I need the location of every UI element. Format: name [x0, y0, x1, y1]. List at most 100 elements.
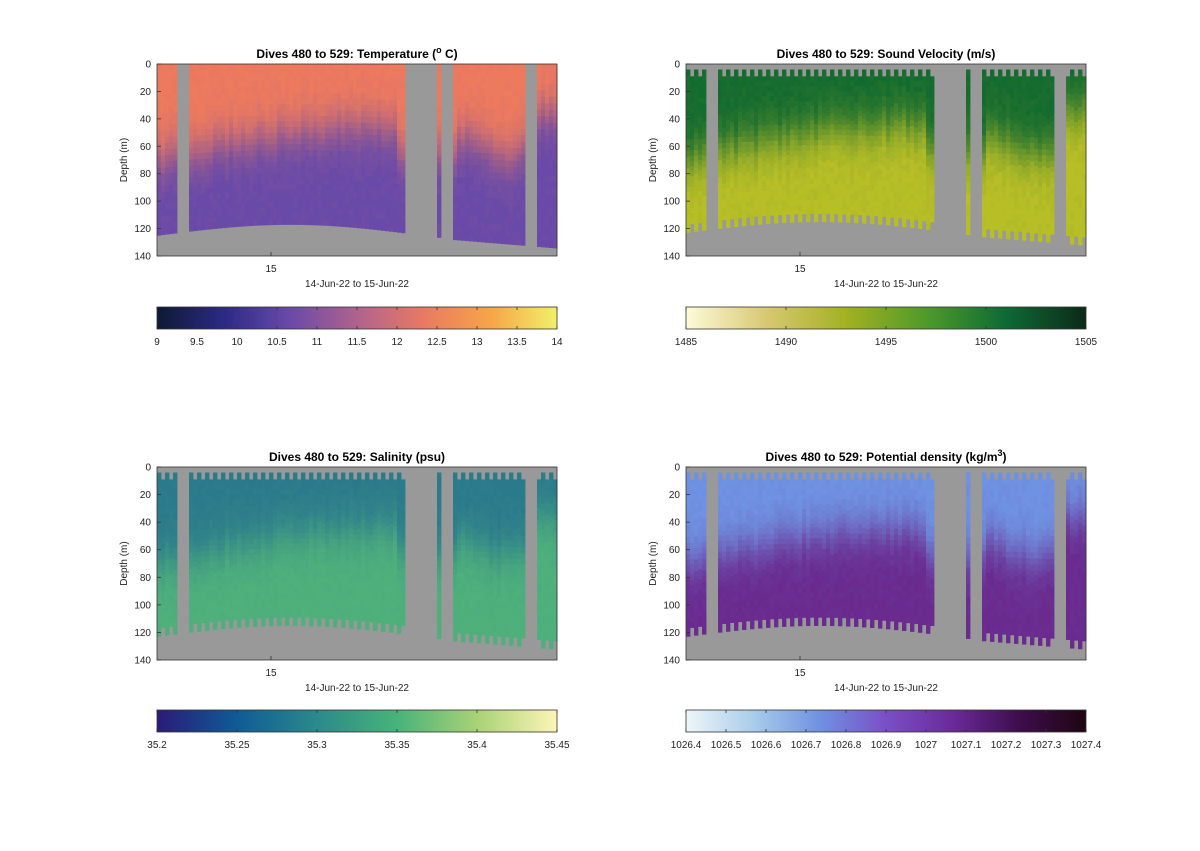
- data-cell: [1038, 198, 1043, 206]
- data-cell: [750, 208, 755, 215]
- data-cell: [930, 123, 935, 129]
- data-cell: [686, 121, 691, 129]
- data-cell: [778, 189, 783, 196]
- data-cell: [870, 207, 875, 214]
- data-cell: [205, 164, 210, 171]
- data-cell: [301, 138, 306, 145]
- data-cell: [201, 176, 206, 183]
- data-cell: [273, 144, 278, 151]
- data-cell: [277, 81, 282, 88]
- data-cell: [237, 98, 242, 105]
- data-cell: [253, 69, 258, 76]
- data-cell: [886, 163, 891, 170]
- data-cell: [461, 196, 466, 203]
- data-cell: [201, 188, 206, 195]
- data-cell: [385, 224, 390, 232]
- data-cell: [1026, 81, 1031, 88]
- data-cell: [1038, 192, 1043, 199]
- data-cell: [838, 129, 843, 136]
- data-cell: [734, 170, 739, 177]
- data-cell: [225, 139, 230, 147]
- data-cell: [337, 185, 342, 192]
- data-cell: [365, 111, 370, 118]
- data-cell: [874, 190, 879, 197]
- data-cell: [1078, 226, 1083, 233]
- data-cell: [253, 121, 258, 128]
- data-cell: [802, 86, 807, 92]
- data-cell: [393, 159, 398, 167]
- data-cell: [165, 594, 170, 601]
- data-cell: [173, 576, 178, 583]
- data-cell: [209, 164, 214, 171]
- data-cell: [357, 204, 362, 211]
- data-cell: [766, 174, 771, 181]
- data-cell: [790, 80, 795, 87]
- data-cell: [381, 64, 386, 71]
- data-cell: [814, 102, 819, 108]
- data-cell: [722, 127, 727, 134]
- data-cell: [197, 523, 202, 530]
- data-cell: [878, 130, 883, 137]
- data-cell: [690, 218, 695, 225]
- data-cell: [698, 186, 703, 192]
- data-cell: [313, 98, 318, 105]
- data-cell: [1066, 167, 1071, 174]
- data-cell: [193, 123, 198, 130]
- data-cell: [902, 120, 907, 127]
- data-cell: [193, 546, 198, 552]
- data-cell: [173, 524, 178, 531]
- data-cell: [461, 177, 466, 185]
- data-cell: [798, 140, 803, 147]
- data-cell: [994, 114, 999, 121]
- data-cell: [870, 91, 875, 98]
- data-cell: [265, 109, 270, 117]
- data-cell: [453, 208, 458, 216]
- data-cell: [229, 174, 234, 181]
- data-cell: [237, 104, 242, 111]
- data-cell: [161, 601, 166, 607]
- data-cell: [1078, 144, 1083, 152]
- data-cell: [990, 129, 995, 136]
- data-cell: [766, 119, 771, 125]
- data-cell: [169, 516, 174, 522]
- data-cell: [453, 139, 458, 146]
- data-cell: [501, 147, 506, 155]
- data-cell: [237, 191, 242, 198]
- data-cell: [862, 85, 867, 92]
- data-cell: [718, 211, 723, 218]
- data-cell: [822, 80, 827, 87]
- data-cell: [505, 231, 510, 238]
- data-cell: [722, 122, 727, 128]
- data-cell: [305, 201, 310, 208]
- data-cell: [489, 217, 494, 224]
- data-cell: [770, 145, 775, 152]
- data-cell: [309, 104, 314, 111]
- data-cell: [786, 209, 791, 215]
- data-cell: [257, 81, 262, 88]
- data-cell: [894, 209, 899, 216]
- data-cell: [826, 115, 831, 121]
- data-cell: [221, 163, 226, 170]
- data-cell: [742, 125, 747, 132]
- data-cell: [694, 75, 699, 82]
- data-cell: [854, 206, 859, 213]
- data-cell: [694, 69, 699, 76]
- data-cell: [802, 115, 807, 121]
- data-cell: [786, 76, 791, 82]
- data-cell: [513, 173, 518, 181]
- data-cell: [241, 214, 246, 221]
- data-cell: [858, 120, 863, 127]
- data-cell: [305, 150, 310, 157]
- data-cell: [229, 116, 234, 123]
- data-cell: [734, 192, 739, 199]
- data-cell: [1078, 132, 1083, 139]
- data-cell: [914, 91, 919, 98]
- data-cell: [365, 187, 370, 194]
- data-cell: [1078, 232, 1083, 239]
- data-cell: [489, 210, 494, 218]
- data-cell: [770, 185, 775, 191]
- data-cell: [213, 99, 218, 106]
- data-cell: [457, 164, 462, 172]
- data-cell: [894, 164, 899, 171]
- data-cell: [357, 163, 362, 170]
